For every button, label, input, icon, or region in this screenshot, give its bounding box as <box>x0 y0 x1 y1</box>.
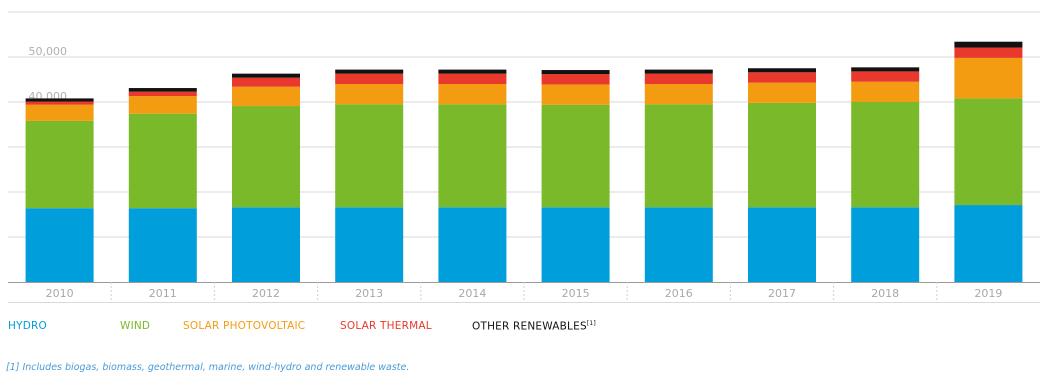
bar-wind-2015 <box>541 104 610 208</box>
y-tick-label: 50,000 <box>29 45 68 58</box>
legend-other-renewables: OTHER RENEWABLES[1] <box>472 320 596 333</box>
bar-solar-thermal-2016 <box>644 73 713 84</box>
legend-solar-photovoltaic: SOLAR PHOTOVOLTAIC <box>183 320 306 332</box>
bar-solar-photovoltaic-2013 <box>335 84 404 105</box>
bar-other-renewables-2010 <box>25 98 94 102</box>
bar-wind-2018 <box>851 102 920 208</box>
x-tick-label: 2011 <box>149 287 177 300</box>
legend-hydro: HYDRO <box>8 320 47 332</box>
legend-other-renewables-label: OTHER RENEWABLES <box>472 320 587 333</box>
bars <box>25 41 1023 282</box>
bar-solar-thermal-2012 <box>232 77 300 87</box>
bar-hydro-2017 <box>748 207 816 282</box>
bar-stack-2014 <box>438 69 507 282</box>
bar-stack-2010 <box>25 98 94 282</box>
bar-hydro-2018 <box>851 207 920 282</box>
bar-solar-thermal-2013 <box>335 73 404 84</box>
x-tick-label: 2010 <box>46 287 74 300</box>
bar-solar-photovoltaic-2016 <box>644 84 713 105</box>
footnote: [1] Includes biogas, biomass, geothermal… <box>6 362 410 373</box>
bar-solar-photovoltaic-2012 <box>232 86 300 107</box>
x-tick-label: 2012 <box>252 287 280 300</box>
bar-solar-thermal-2015 <box>541 74 610 85</box>
bar-hydro-2014 <box>438 207 507 282</box>
bar-solar-photovoltaic-2017 <box>748 82 816 103</box>
bar-other-renewables-2015 <box>541 70 610 75</box>
bar-wind-2013 <box>335 104 404 208</box>
bar-wind-2011 <box>128 113 197 209</box>
bar-other-renewables-2013 <box>335 69 404 74</box>
legend-wind: WIND <box>120 320 151 332</box>
x-tick-label: 2017 <box>768 287 796 300</box>
bar-stack-2012 <box>232 73 300 282</box>
x-tick-label: 2016 <box>665 287 693 300</box>
bar-solar-thermal-2010 <box>25 101 94 105</box>
bar-stack-2017 <box>748 68 816 282</box>
bar-stack-2016 <box>644 69 713 282</box>
bar-solar-photovoltaic-2014 <box>438 84 507 105</box>
bar-other-renewables-2014 <box>438 69 507 74</box>
bar-solar-photovoltaic-2011 <box>128 96 197 114</box>
x-tick-label: 2014 <box>458 287 486 300</box>
bar-solar-thermal-2011 <box>128 91 197 97</box>
bar-solar-photovoltaic-2018 <box>851 81 920 102</box>
bar-wind-2010 <box>25 120 94 209</box>
bar-wind-2014 <box>438 104 507 208</box>
bar-solar-thermal-2018 <box>851 71 920 82</box>
bar-wind-2012 <box>232 106 300 208</box>
bar-hydro-2010 <box>25 208 94 282</box>
bar-solar-thermal-2014 <box>438 73 507 84</box>
bar-other-renewables-2012 <box>232 73 300 78</box>
x-tick-label: 2019 <box>974 287 1002 300</box>
bar-hydro-2016 <box>644 207 713 282</box>
bar-other-renewables-2018 <box>851 67 920 72</box>
bar-stack-2013 <box>335 69 404 282</box>
bar-solar-photovoltaic-2019 <box>954 57 1023 99</box>
bar-other-renewables-2016 <box>644 69 713 74</box>
bar-solar-photovoltaic-2015 <box>541 84 610 105</box>
bar-stack-2019 <box>954 41 1023 282</box>
bar-wind-2019 <box>954 98 1023 206</box>
legend: HYDRO WIND SOLAR PHOTOVOLTAIC SOLAR THER… <box>0 320 1046 336</box>
bar-other-renewables-2011 <box>128 88 197 92</box>
bar-stack-2011 <box>128 88 197 282</box>
bar-hydro-2019 <box>954 205 1023 282</box>
bar-stack-2015 <box>541 70 610 282</box>
bar-solar-thermal-2019 <box>954 47 1023 58</box>
x-axis: 2010 2011 2012 2013 2014 2015 2016 2017 2018 2019 <box>8 282 1040 303</box>
x-tick-label: 2013 <box>355 287 383 300</box>
bar-wind-2017 <box>748 102 816 208</box>
legend-footnote-marker: [1] <box>586 320 596 327</box>
x-tick-label: 2015 <box>562 287 590 300</box>
bar-wind-2016 <box>644 104 713 208</box>
bar-hydro-2013 <box>335 207 404 282</box>
bar-solar-thermal-2017 <box>748 72 816 83</box>
bar-hydro-2011 <box>128 208 197 282</box>
x-tick-label: 2018 <box>871 287 899 300</box>
bar-hydro-2015 <box>541 207 610 282</box>
bar-solar-photovoltaic-2010 <box>25 104 94 121</box>
bar-hydro-2012 <box>232 207 300 282</box>
legend-solar-thermal: SOLAR THERMAL <box>340 320 432 332</box>
bar-stack-2018 <box>851 67 920 282</box>
bar-other-renewables-2019 <box>954 41 1023 48</box>
bar-other-renewables-2017 <box>748 68 816 73</box>
